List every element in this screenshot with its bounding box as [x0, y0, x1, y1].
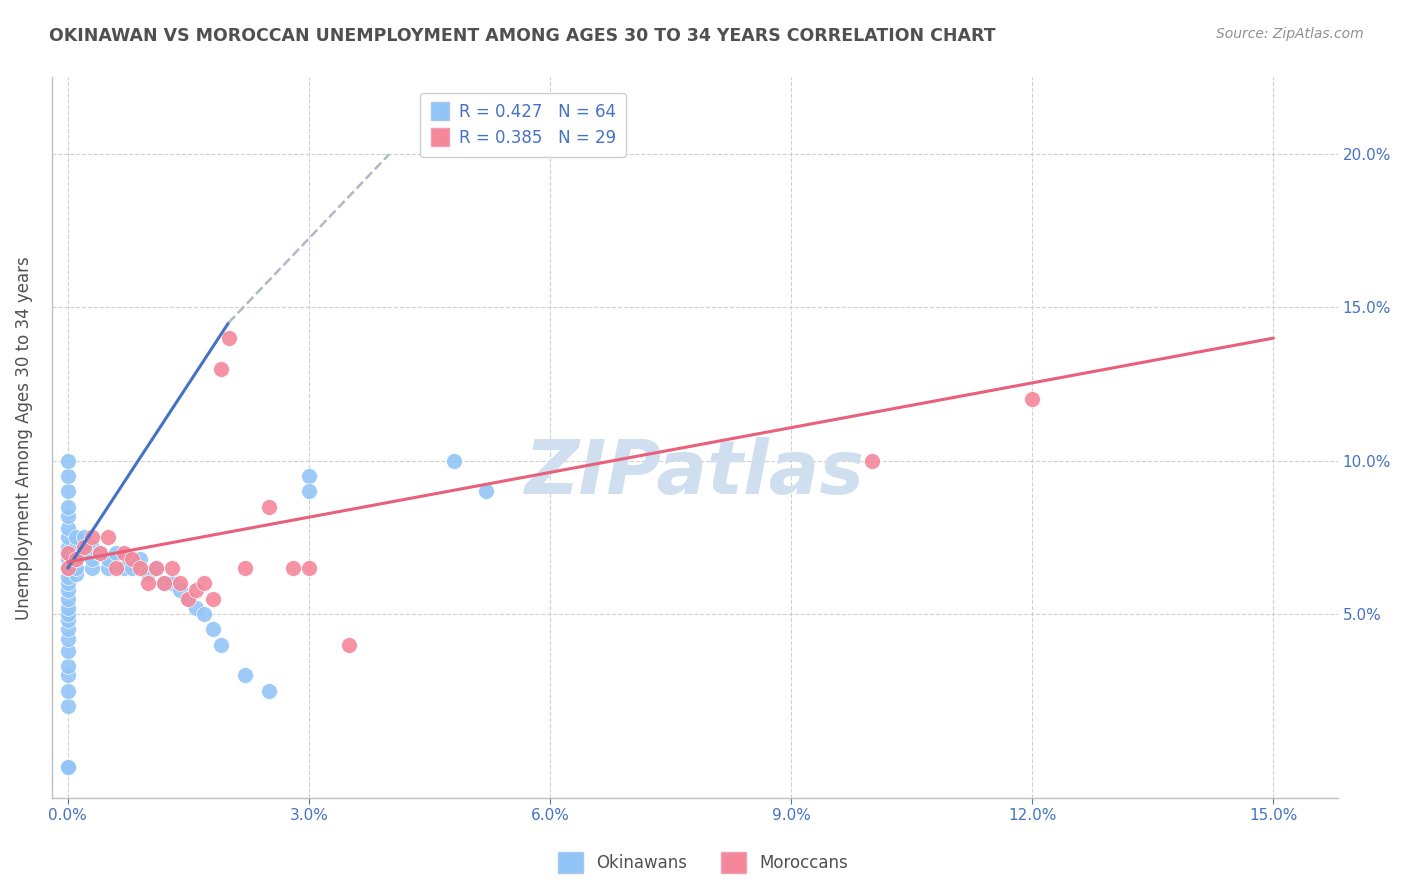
Point — [177, 591, 200, 606]
Point — [136, 576, 159, 591]
Point — [201, 591, 224, 606]
Point — [201, 623, 224, 637]
Point — [56, 699, 79, 714]
Point — [257, 683, 280, 698]
Point — [145, 561, 167, 575]
Legend: Okinawans, Moroccans: Okinawans, Moroccans — [551, 846, 855, 880]
Text: ZIPatlas: ZIPatlas — [524, 437, 865, 510]
Point — [56, 760, 79, 774]
Point — [56, 632, 79, 646]
Point — [153, 576, 176, 591]
Point — [65, 540, 87, 554]
Point — [145, 561, 167, 575]
Y-axis label: Unemployment Among Ages 30 to 34 years: Unemployment Among Ages 30 to 34 years — [15, 256, 32, 620]
Point — [162, 561, 184, 575]
Text: OKINAWAN VS MOROCCAN UNEMPLOYMENT AMONG AGES 30 TO 34 YEARS CORRELATION CHART: OKINAWAN VS MOROCCAN UNEMPLOYMENT AMONG … — [49, 27, 995, 45]
Legend: R = 0.427   N = 64, R = 0.385   N = 29: R = 0.427 N = 64, R = 0.385 N = 29 — [420, 93, 626, 157]
Point — [56, 500, 79, 514]
Point — [56, 552, 79, 566]
Point — [209, 361, 232, 376]
Point — [337, 638, 360, 652]
Point — [105, 546, 128, 560]
Point — [121, 552, 143, 566]
Point — [56, 561, 79, 575]
Point — [89, 546, 111, 560]
Point — [56, 576, 79, 591]
Point — [121, 561, 143, 575]
Point — [80, 561, 103, 575]
Point — [56, 659, 79, 673]
Point — [112, 546, 135, 560]
Point — [56, 760, 79, 774]
Point — [233, 561, 256, 575]
Point — [56, 508, 79, 523]
Point — [443, 454, 465, 468]
Point — [162, 576, 184, 591]
Point — [169, 582, 191, 597]
Point — [56, 607, 79, 621]
Point — [73, 530, 96, 544]
Point — [80, 530, 103, 544]
Point — [177, 591, 200, 606]
Point — [193, 576, 215, 591]
Point — [169, 576, 191, 591]
Point — [56, 454, 79, 468]
Text: Source: ZipAtlas.com: Source: ZipAtlas.com — [1216, 27, 1364, 41]
Point — [56, 582, 79, 597]
Point — [97, 561, 120, 575]
Point — [56, 623, 79, 637]
Point — [56, 613, 79, 627]
Point — [112, 561, 135, 575]
Point — [73, 540, 96, 554]
Point — [56, 644, 79, 658]
Point — [73, 546, 96, 560]
Point — [56, 760, 79, 774]
Point — [65, 567, 87, 582]
Point — [298, 469, 321, 483]
Point — [56, 601, 79, 615]
Point — [97, 530, 120, 544]
Point — [56, 668, 79, 682]
Point — [56, 469, 79, 483]
Point — [56, 484, 79, 499]
Point — [129, 561, 152, 575]
Point — [65, 552, 87, 566]
Point — [233, 668, 256, 682]
Point — [1021, 392, 1043, 407]
Point — [56, 546, 79, 560]
Point — [56, 570, 79, 584]
Point — [298, 561, 321, 575]
Point — [56, 540, 79, 554]
Point — [298, 484, 321, 499]
Point — [56, 546, 79, 560]
Point — [65, 552, 87, 566]
Point — [89, 546, 111, 560]
Point — [186, 582, 208, 597]
Point — [281, 561, 304, 575]
Point — [97, 552, 120, 566]
Point — [56, 521, 79, 535]
Point — [56, 591, 79, 606]
Point — [209, 638, 232, 652]
Point — [56, 561, 79, 575]
Point — [860, 454, 883, 468]
Point — [153, 576, 176, 591]
Point — [56, 683, 79, 698]
Point — [475, 484, 498, 499]
Point — [56, 760, 79, 774]
Point — [136, 567, 159, 582]
Point — [218, 331, 240, 345]
Point — [186, 601, 208, 615]
Point — [193, 607, 215, 621]
Point — [56, 530, 79, 544]
Point — [65, 546, 87, 560]
Point — [65, 530, 87, 544]
Point — [257, 500, 280, 514]
Point — [80, 540, 103, 554]
Point — [105, 561, 128, 575]
Point — [65, 561, 87, 575]
Point — [56, 760, 79, 774]
Point — [129, 552, 152, 566]
Point — [80, 552, 103, 566]
